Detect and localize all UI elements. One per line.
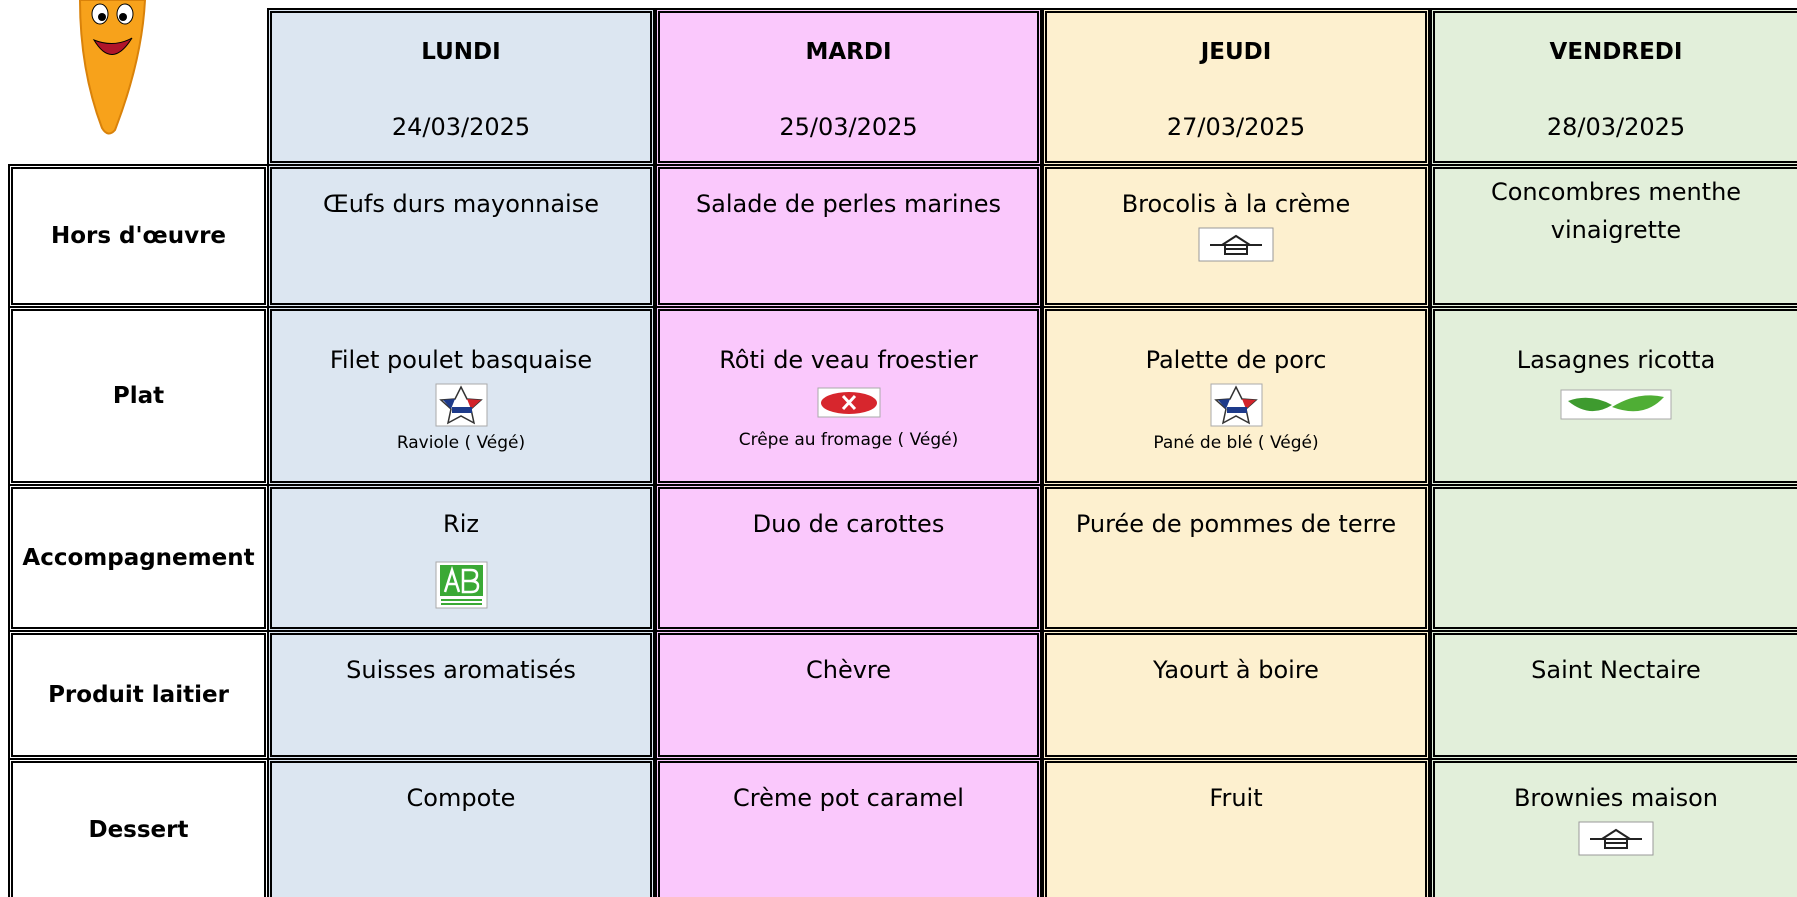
- row-label: Plat: [8, 306, 269, 486]
- menu-cell: Duo de carottes: [655, 484, 1042, 632]
- dish: Rôti de veau froestier: [719, 346, 978, 374]
- label-rouge-badge: [817, 387, 880, 418]
- menu-cell: Crème pot caramel: [655, 758, 1042, 897]
- row-label: Hors d'œuvre: [8, 164, 269, 308]
- row-label: Dessert: [8, 758, 269, 897]
- day-date: 24/03/2025: [391, 113, 531, 141]
- vegetarian-option: Pané de blé ( Végé): [1153, 433, 1319, 453]
- vegetarian-badge: [1560, 389, 1672, 420]
- day-header: LUNDI 24/03/2025: [267, 8, 655, 166]
- dish: Œufs durs mayonnaise: [323, 190, 599, 218]
- menu-cell: Riz: [267, 484, 655, 632]
- menu-cell: Palette de porc Pané de blé ( Végé): [1042, 306, 1430, 486]
- dish: Yaourt à boire: [1153, 656, 1319, 684]
- menu-cell: Lasagnes ricotta: [1430, 306, 1797, 486]
- dish: Concombres menthe vinaigrette: [1490, 178, 1742, 244]
- dish: Compote: [406, 784, 516, 812]
- homemade-badge: [1198, 227, 1274, 262]
- dish: Palette de porc: [1145, 346, 1327, 374]
- day-date: 25/03/2025: [779, 113, 918, 141]
- meat-origin-badge: [435, 383, 487, 427]
- row-label: Produit laitier: [8, 630, 269, 760]
- menu-cell: Fruit: [1042, 758, 1430, 897]
- dish: Brocolis à la crème: [1121, 190, 1351, 218]
- dish: Fruit: [1209, 784, 1263, 812]
- dish: Crème pot caramel: [733, 784, 964, 812]
- menu-cell: [1430, 484, 1797, 632]
- menu-cell: Purée de pommes de terre: [1042, 484, 1430, 632]
- dish: Purée de pommes de terre: [1075, 510, 1397, 538]
- organic-badge: [435, 561, 487, 609]
- day-name: LUNDI: [421, 39, 501, 65]
- menu-cell: Compote: [267, 758, 655, 897]
- day-header: MARDI 25/03/2025: [655, 8, 1042, 166]
- dish: Lasagnes ricotta: [1516, 346, 1716, 374]
- dish: Brownies maison: [1513, 784, 1719, 812]
- dish: Suisses aromatisés: [346, 656, 576, 684]
- meat-origin-badge: [1210, 383, 1262, 427]
- day-name: VENDREDI: [1549, 39, 1683, 65]
- day-date: 28/03/2025: [1546, 113, 1686, 141]
- day-name: JEUDI: [1200, 39, 1272, 65]
- menu-cell: Concombres menthe vinaigrette: [1430, 164, 1797, 308]
- menu-cell: Filet poulet basquaise Raviole ( Végé): [267, 306, 655, 486]
- dish: Chèvre: [805, 656, 892, 684]
- menu-cell: Œufs durs mayonnaise: [267, 164, 655, 308]
- menu-cell: Brocolis à la crème: [1042, 164, 1430, 308]
- day-date: 27/03/2025: [1166, 113, 1306, 141]
- menu-cell: Suisses aromatisés: [267, 630, 655, 760]
- day-header: JEUDI 27/03/2025: [1042, 8, 1430, 166]
- dish: Saint Nectaire: [1531, 656, 1701, 684]
- row-label: Accompagnement: [8, 484, 269, 632]
- carrot-mascot: [78, 0, 147, 135]
- menu-cell: Brownies maison: [1430, 758, 1797, 897]
- menu-cell: Saint Nectaire: [1430, 630, 1797, 760]
- menu-cell: Yaourt à boire: [1042, 630, 1430, 760]
- dish: Salade de perles marines: [695, 190, 1002, 218]
- dish: Filet poulet basquaise: [329, 346, 593, 374]
- menu-cell: Salade de perles marines: [655, 164, 1042, 308]
- dish: Duo de carottes: [752, 510, 945, 538]
- dish: Riz: [443, 510, 479, 538]
- day-name: MARDI: [805, 39, 892, 65]
- vegetarian-option: Raviole ( Végé): [396, 433, 526, 453]
- vegetarian-option: Crêpe au fromage ( Végé): [738, 430, 959, 450]
- menu-cell: Chèvre: [655, 630, 1042, 760]
- menu-cell: Rôti de veau froestier Crêpe au fromage …: [655, 306, 1042, 486]
- homemade-badge: [1578, 821, 1654, 856]
- day-header: VENDREDI 28/03/2025: [1430, 8, 1797, 166]
